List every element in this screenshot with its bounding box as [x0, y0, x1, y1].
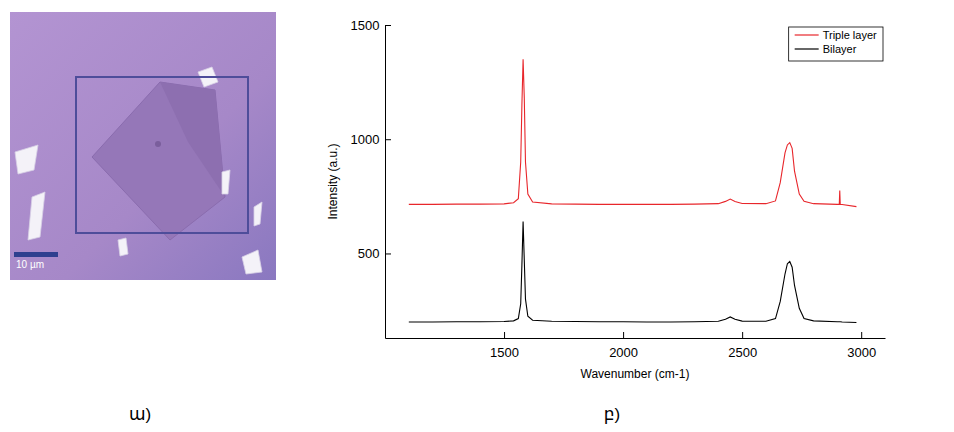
tick-label: 1500	[490, 345, 519, 360]
panel-caption: ա)	[129, 405, 151, 424]
spectrum-line	[409, 221, 857, 322]
flake-spot	[155, 141, 161, 147]
graphene-flake	[92, 82, 225, 240]
y-axis: 500 1000 1500	[350, 18, 391, 339]
scale-bar-label: 10 µm	[16, 259, 44, 270]
tick: 1000	[350, 132, 391, 147]
tick-mark	[742, 332, 743, 338]
legend-label: Triple layer	[823, 29, 877, 41]
graphene-flake-thick	[160, 82, 225, 197]
white-flake	[118, 238, 128, 256]
panel-caption: բ)	[604, 405, 620, 424]
white-flake	[15, 145, 38, 174]
tick-label: 1000	[350, 132, 379, 147]
legend-box	[789, 27, 883, 61]
tick: 1500	[490, 332, 519, 360]
white-flake	[242, 250, 262, 274]
legend-label: Bilayer	[823, 43, 857, 55]
tick-label: 500	[358, 246, 380, 261]
selection-box	[76, 77, 248, 233]
tick-label: 3000	[847, 345, 876, 360]
tick: 3000	[847, 332, 876, 360]
spectrum-line	[409, 59, 857, 206]
tick: 2500	[728, 332, 757, 360]
x-axis: 1500 2000 2500 3000	[386, 332, 886, 360]
tick: 500	[358, 246, 391, 261]
tick-mark	[504, 332, 505, 338]
legend-swatch	[795, 34, 819, 35]
tick-mark	[861, 332, 862, 338]
axis-line	[386, 338, 886, 339]
x-axis-title: Wavenumber (cm-1)	[581, 367, 690, 381]
white-flake	[28, 192, 45, 240]
micrograph: 10 µm	[10, 12, 276, 280]
tick-label: 2500	[728, 345, 757, 360]
tick: 2000	[609, 332, 638, 360]
image-background	[10, 12, 276, 280]
y-axis-title: Intensity (a.u.)	[326, 143, 340, 219]
tick-mark	[385, 253, 391, 254]
legend: Triple layer Bilayer	[789, 27, 883, 61]
white-flake	[254, 202, 262, 226]
tick-label: 2000	[609, 345, 638, 360]
tick-mark	[623, 332, 624, 338]
tick: 1500	[350, 18, 391, 33]
white-flake	[222, 170, 230, 194]
scale-bar	[14, 252, 58, 257]
tick-label: 1500	[350, 18, 379, 33]
legend-swatch	[795, 48, 819, 49]
tick-mark	[385, 139, 391, 140]
tick-mark	[385, 25, 391, 26]
axis-line	[385, 26, 386, 339]
plot-lines	[409, 59, 857, 322]
figure: 10 µm ա) 1500 2000 2500 3000 500 1000 1500 Wavenu…	[0, 0, 954, 432]
